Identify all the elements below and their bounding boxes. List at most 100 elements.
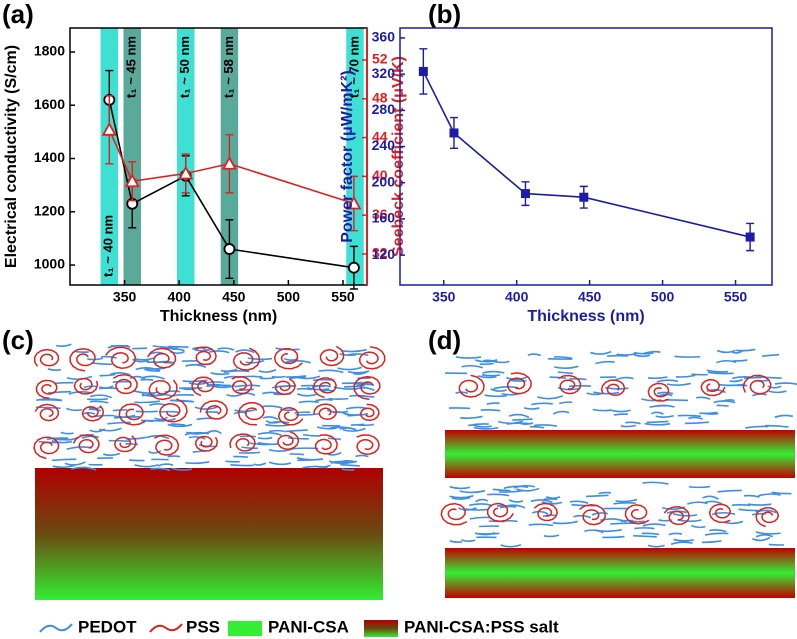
pedot-chain xyxy=(731,503,751,507)
pedot-chain xyxy=(767,385,782,389)
pedot-chain xyxy=(755,534,774,538)
pedot-chain xyxy=(141,393,155,397)
pss-coil xyxy=(533,502,558,522)
pedot-chain xyxy=(695,396,711,400)
pedot-chain xyxy=(159,410,179,414)
x-tick-label: 350 xyxy=(113,289,137,305)
band-label: t₁ ~ 70 nm xyxy=(346,36,361,98)
pedot-chain xyxy=(595,360,615,365)
pedot-chain xyxy=(751,512,767,516)
pss-coil xyxy=(72,434,100,454)
pedot-chain xyxy=(475,498,489,503)
pedot-chain xyxy=(500,544,522,548)
pedot-chain xyxy=(531,402,553,406)
pedot-chain xyxy=(646,420,669,424)
pedot-chain xyxy=(557,371,574,375)
pedot-chain xyxy=(172,348,185,352)
pedot-chain xyxy=(615,498,638,503)
pedot-chain xyxy=(479,362,494,366)
pss-coil xyxy=(69,348,96,372)
x-tick-label: 550 xyxy=(724,289,748,305)
pedot-chain xyxy=(768,543,784,546)
pani-layer xyxy=(445,548,795,598)
y2-tick-label: 44 xyxy=(372,128,388,144)
pedot-chain xyxy=(150,467,171,472)
pedot-chain xyxy=(552,410,570,415)
pedot-chain xyxy=(611,409,631,413)
pedot-chain xyxy=(593,391,620,395)
pedot-chain xyxy=(343,412,369,416)
pss-coil xyxy=(231,376,253,395)
pss-coil xyxy=(700,379,726,397)
pedot-chain xyxy=(528,523,554,527)
pedot-chain xyxy=(209,350,230,354)
legend-icon xyxy=(228,621,262,636)
pedot-chain xyxy=(477,375,497,379)
pedot-chain xyxy=(620,424,637,428)
pedot-chain xyxy=(543,534,560,538)
pedot-chain xyxy=(258,368,277,373)
pedot-chain xyxy=(353,371,368,375)
pedot-chain xyxy=(451,496,471,500)
pedot-chain xyxy=(188,436,206,440)
pedot-chain xyxy=(234,384,261,388)
y2-tick-label: 36 xyxy=(372,206,388,222)
pedot-chain xyxy=(83,385,97,389)
pedot-chain xyxy=(598,491,612,495)
pedot-chain xyxy=(51,458,77,462)
pedot-chain xyxy=(328,397,349,400)
x-tick-label: 450 xyxy=(222,289,246,305)
pedot-chain xyxy=(493,386,519,390)
pedot-chain xyxy=(634,527,655,530)
panel-label: (d) xyxy=(428,325,461,355)
x-tick-label: 450 xyxy=(578,289,602,305)
pss-coil xyxy=(312,377,337,399)
pedot-chain xyxy=(51,439,73,444)
y-tick-label: 1800 xyxy=(34,43,65,59)
pedot-chain xyxy=(257,432,282,436)
pedot-chain xyxy=(185,364,207,368)
pedot-chain xyxy=(554,365,579,370)
pedot-chain xyxy=(592,408,612,412)
pedot-chain xyxy=(66,407,83,412)
pedot-chain xyxy=(486,402,500,405)
marker xyxy=(101,121,117,136)
pedot-chain xyxy=(336,460,356,464)
pedot-chain xyxy=(275,347,300,351)
pedot-chain xyxy=(633,351,654,355)
pedot-chain xyxy=(87,398,109,401)
pedot-chain xyxy=(505,376,528,381)
pedot-chain xyxy=(666,382,691,386)
pedot-chain xyxy=(498,489,524,493)
pedot-chain xyxy=(292,447,319,450)
pedot-chain xyxy=(704,532,729,536)
pss-coil xyxy=(647,382,670,402)
pedot-chain xyxy=(89,394,113,399)
pedot-chain xyxy=(285,359,312,364)
pss-coil xyxy=(35,379,58,400)
pedot-chain xyxy=(268,447,295,452)
pedot-chain xyxy=(467,423,489,427)
pedot-chain xyxy=(591,512,609,516)
pss-coil xyxy=(148,379,178,401)
pedot-chain xyxy=(88,406,102,410)
thickness-band xyxy=(346,28,364,285)
pedot-chain xyxy=(771,491,792,495)
pedot-chain xyxy=(92,362,113,366)
pedot-chain xyxy=(473,426,499,430)
marker xyxy=(449,128,459,138)
pedot-chain xyxy=(531,510,549,515)
pss-coil xyxy=(458,374,485,398)
x-tick-label: 500 xyxy=(651,289,675,305)
legend-label: PEDOT xyxy=(78,617,137,636)
pss-coil xyxy=(277,407,304,426)
pedot-chain xyxy=(307,386,330,391)
pedot-chain xyxy=(688,416,703,420)
pedot-chain xyxy=(142,375,165,380)
pedot-chain xyxy=(512,418,533,421)
pedot-chain xyxy=(358,423,374,427)
marker xyxy=(418,66,428,76)
pedot-chain xyxy=(351,423,365,426)
pedot-chain xyxy=(644,422,671,426)
pedot-chain xyxy=(203,381,224,385)
